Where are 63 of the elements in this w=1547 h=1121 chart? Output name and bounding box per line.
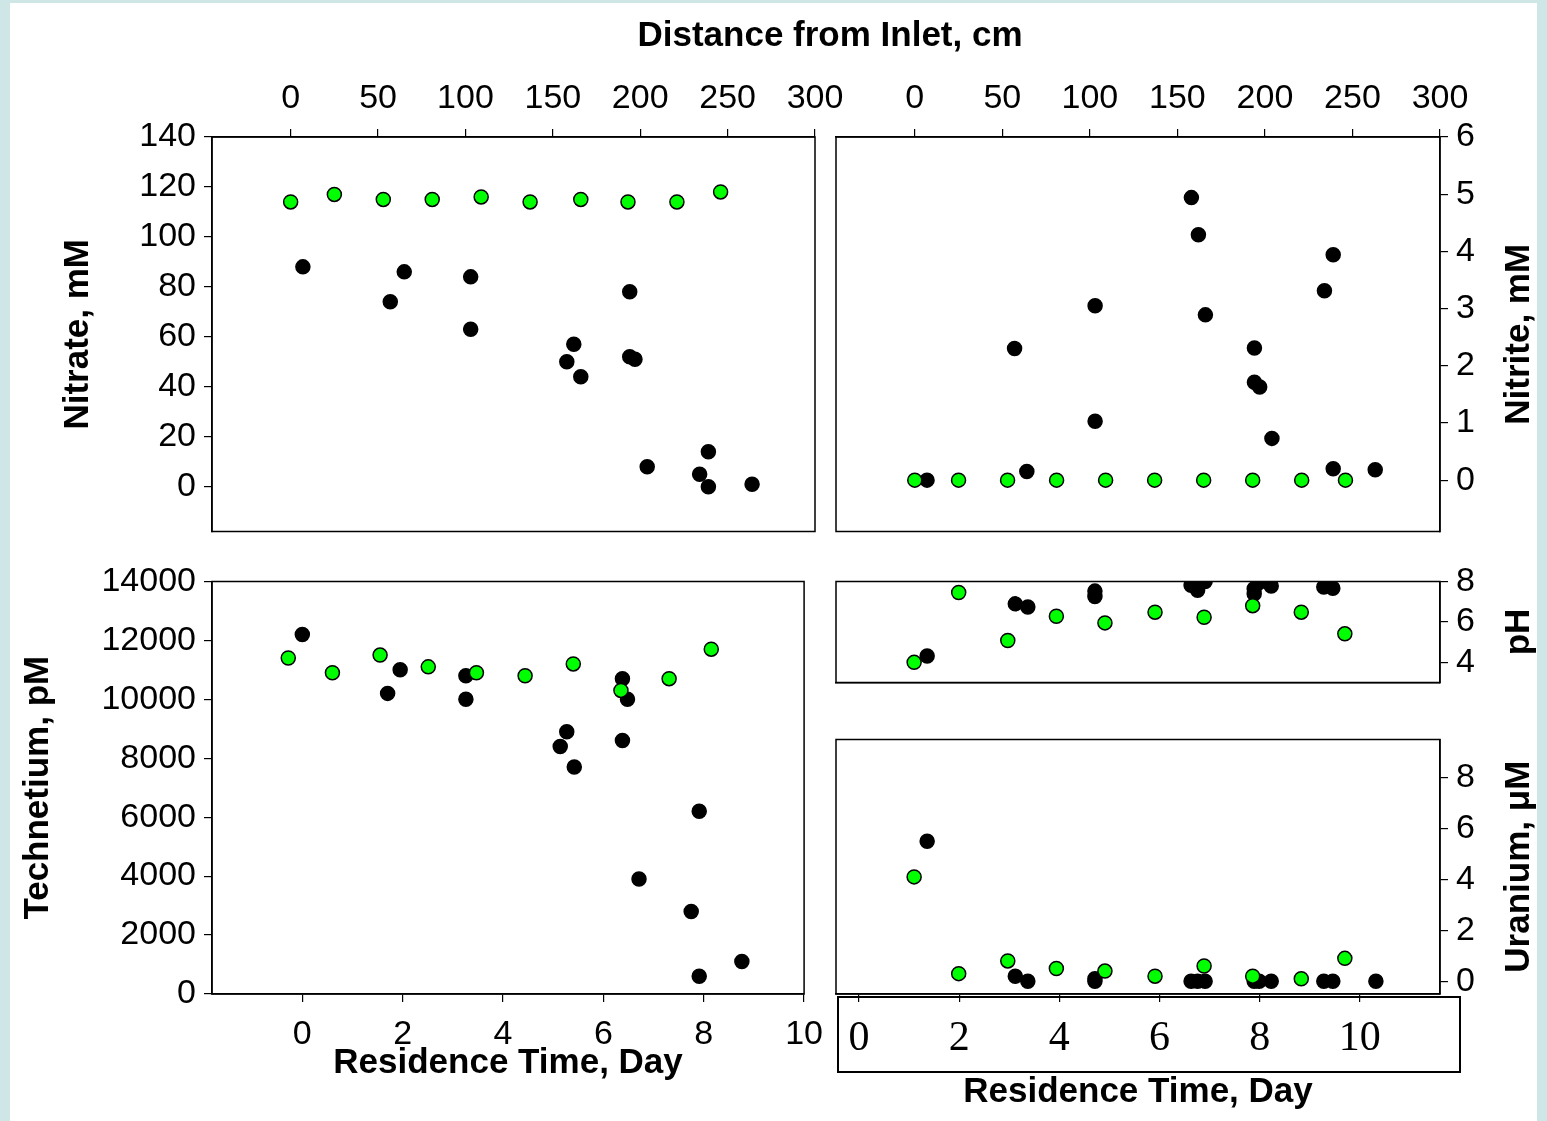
- y-tick-label: 12000: [101, 618, 196, 657]
- y-tick-label: 2: [1456, 344, 1475, 383]
- y-tick-label: 20: [158, 415, 196, 454]
- y-tick-label: 4: [1456, 229, 1475, 268]
- y-tick-label: 0: [177, 972, 196, 1011]
- x-tick-label: 6: [593, 1012, 613, 1051]
- x-axis-title: Distance from Inlet, cm: [637, 14, 1023, 54]
- x-tick-label: 0: [281, 76, 301, 115]
- x-tick-label: 2: [948, 1013, 970, 1060]
- x-tick-label: 4: [1048, 1013, 1070, 1060]
- y-axis-title: Nitrate, mM: [55, 239, 95, 430]
- y-tick-label: 0: [1456, 959, 1475, 998]
- x-tick-label: 250: [699, 76, 756, 115]
- x-tick-label: 300: [1411, 76, 1469, 115]
- x-tick-label: 10: [785, 1012, 823, 1051]
- y-axis-title: Technetium, pM: [15, 655, 55, 920]
- y-tick-label: 4: [1456, 640, 1475, 679]
- x-tick-label: 150: [1149, 76, 1206, 115]
- y-axis-title: Uranium, μM: [1496, 760, 1536, 973]
- y-tick-label: 2000: [120, 913, 196, 952]
- y-tick-label: 100: [139, 215, 196, 254]
- x-tick-label: 6: [1149, 1013, 1171, 1060]
- y-tick-label: 0: [1456, 458, 1475, 497]
- y-tick-label: 4: [1456, 857, 1475, 896]
- y-tick-label: 140: [139, 115, 196, 154]
- y-tick-label: 8000: [120, 736, 196, 775]
- y-axis-title: Nitrite, mM: [1496, 243, 1536, 425]
- x-tick-label: 300: [786, 76, 844, 115]
- y-tick-label: 1: [1456, 401, 1475, 440]
- y-tick-label: 8: [1456, 755, 1475, 794]
- y-tick-label: 6000: [120, 795, 196, 834]
- x-tick-label: 50: [359, 76, 397, 115]
- y-tick-label: 80: [158, 265, 196, 304]
- x-tick-label: 8: [1249, 1013, 1271, 1060]
- y-tick-label: 6: [1456, 806, 1475, 845]
- y-tick-label: 60: [158, 315, 196, 354]
- y-tick-label: 3: [1456, 286, 1475, 325]
- y-tick-label: 6: [1456, 600, 1475, 639]
- x-tick-label: 250: [1324, 76, 1381, 115]
- x-tick-label: 200: [611, 76, 669, 115]
- y-tick-label: 40: [158, 365, 196, 404]
- x-tick-label: 150: [524, 76, 582, 115]
- x-tick-label: 50: [983, 76, 1022, 115]
- y-axis-title: pH: [1496, 608, 1536, 656]
- x-tick-label: 8: [694, 1012, 714, 1051]
- x-tick-label: 10: [1338, 1013, 1381, 1060]
- x-axis-title: Residence Time, Day: [963, 1069, 1314, 1109]
- x-tick-label: 200: [1236, 76, 1294, 115]
- x-tick-label: 0: [292, 1012, 312, 1051]
- x-tick-label: 4: [493, 1012, 513, 1051]
- x-tick-label: 0: [905, 76, 925, 115]
- y-tick-label: 10000: [101, 677, 196, 716]
- y-tick-label: 4000: [120, 854, 196, 893]
- y-tick-label: 6: [1456, 115, 1475, 154]
- x-tick-label: 0: [848, 1013, 870, 1060]
- x-tick-label: 100: [437, 76, 494, 115]
- y-tick-label: 2: [1456, 908, 1475, 947]
- y-tick-label: 14000: [101, 559, 196, 598]
- y-tick-label: 0: [177, 465, 196, 504]
- x-tick-label: 100: [1061, 76, 1119, 115]
- y-tick-label: 8: [1456, 559, 1475, 598]
- y-tick-label: 120: [139, 165, 196, 204]
- y-tick-label: 5: [1456, 172, 1475, 211]
